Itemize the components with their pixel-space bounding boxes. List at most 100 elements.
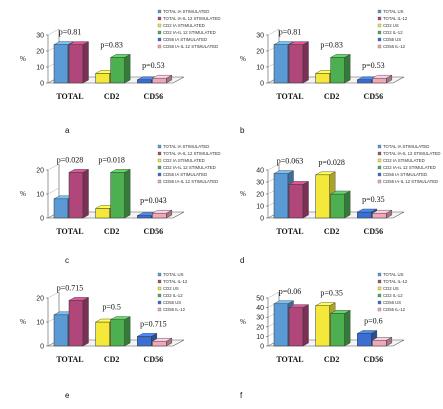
y-tick-label: 20	[36, 168, 44, 175]
y-axis-label: %	[20, 55, 26, 63]
category-label: CD56	[144, 92, 164, 101]
bar-top	[53, 41, 74, 45]
bar-front	[68, 44, 84, 84]
y-tick-label: 10	[36, 320, 44, 327]
legend-entry: CD2 IA STIMULATED	[383, 158, 425, 163]
legend-swatch	[377, 172, 382, 177]
legend-entry: CD56 IA STIMULATED	[383, 172, 427, 177]
bar-front	[53, 314, 69, 347]
legend-swatch	[157, 279, 162, 284]
p-value-label: p=0.35	[362, 195, 385, 204]
y-tick-label: 30	[256, 315, 264, 322]
legend-entry: TOTAL US	[383, 9, 404, 14]
chart-panel-d: 0 10 20 30 40% TOTAL p=0.063 CD2 p=0.028 CD56 p=0.…	[240, 144, 440, 265]
y-tick-label: 20	[36, 296, 44, 303]
legend-entry: CD56 US	[383, 300, 401, 305]
category-label: CD56	[364, 355, 384, 364]
legend-swatch	[157, 272, 162, 277]
bar-side	[124, 316, 131, 347]
legend-swatch	[157, 151, 162, 156]
bar-front	[152, 77, 167, 84]
legend-swatch	[377, 30, 382, 35]
legend-swatch	[377, 23, 382, 28]
bar-side	[82, 41, 89, 84]
legend-swatch	[157, 144, 162, 149]
legend-entry: TOTAL IA-IL 12 STIMULATED	[383, 151, 440, 156]
grid-line	[267, 291, 280, 299]
y-tick-label: 0	[260, 344, 264, 351]
y-tick-label: 10	[256, 204, 264, 211]
bar-front	[273, 303, 289, 347]
bar-front	[95, 321, 110, 347]
legend-entry: CD56 IL-12	[383, 44, 406, 49]
legend-entry: CD56 IA STIMULATED	[163, 37, 207, 42]
bar-front	[137, 215, 152, 219]
bar-front	[68, 300, 84, 347]
bar-side	[302, 304, 309, 347]
category-label: CD2	[324, 92, 340, 101]
legend-swatch	[157, 165, 162, 170]
legend-entry: CD2 IL-12	[383, 30, 403, 35]
legend-entry: CD56 US	[163, 300, 181, 305]
legend-entry: TOTAL IL-12	[383, 279, 408, 284]
bar-top	[152, 74, 172, 79]
y-tick-label: 0	[40, 216, 44, 223]
y-tick-label: 0	[260, 81, 264, 88]
category-label: TOTAL	[276, 92, 303, 101]
bar-top	[68, 297, 89, 301]
bar-front	[95, 73, 110, 84]
legend-entry: CD56 IL-12	[163, 307, 186, 312]
category-label: TOTAL	[56, 355, 83, 364]
legend-entry: CD56 IA-IL 12 STIMULATED	[163, 44, 218, 49]
bar-front	[152, 340, 167, 347]
bar-top	[330, 190, 351, 195]
bar-side	[82, 297, 89, 347]
bar-front	[372, 339, 387, 347]
bar-top	[288, 304, 309, 308]
y-tick-label: 20	[36, 49, 44, 56]
legend-swatch	[157, 9, 162, 14]
y-axis-label: %	[20, 190, 26, 198]
legend-swatch	[377, 151, 382, 156]
panel-label: b	[240, 126, 245, 135]
legend-swatch	[377, 300, 382, 305]
bar-top	[315, 171, 336, 176]
grid-line	[267, 28, 280, 36]
bar-top	[372, 74, 392, 79]
panel-label: f	[240, 391, 243, 400]
chart-panel-e: 0 10 20% TOTAL p=0.715 CD2 p=0.5 CD56 p=0.715 TOT…	[20, 272, 188, 400]
legend-entry: CD2 US	[383, 286, 399, 291]
bar-top	[288, 181, 309, 185]
p-value-label: p=0.715	[57, 283, 84, 292]
bar-front	[288, 184, 304, 219]
y-tick-label: 20	[256, 324, 264, 331]
category-label: CD56	[144, 227, 164, 236]
legend-entry: CD56 IA STIMULATED	[163, 172, 207, 177]
p-value-label: p=0.81	[59, 28, 82, 37]
bar-front	[315, 174, 330, 219]
legend-entry: TOTAL IA STIMULATED	[163, 144, 209, 149]
chart-panel-c: 0 10 20% TOTAL p=0.028 CD2 p=0.018 CD56 p=0.043 T…	[20, 144, 220, 265]
panel-label: a	[65, 126, 70, 135]
p-value-label: p=0.83	[320, 40, 343, 49]
bar-top	[137, 333, 157, 337]
bar-side	[302, 41, 309, 84]
legend-entry: CD56 IA-IL 12 STIMULATED	[163, 179, 218, 184]
y-tick-label: 30	[256, 180, 264, 187]
legend-swatch	[157, 23, 162, 28]
bar-front	[357, 333, 372, 347]
legend-swatch	[157, 307, 162, 312]
bar-front	[68, 172, 84, 219]
legend-swatch	[377, 286, 382, 291]
legend-entry: CD2 US	[383, 23, 399, 28]
bar-top	[110, 316, 131, 320]
bar-side	[344, 54, 351, 84]
y-tick-label: 0	[260, 216, 264, 223]
legend-swatch	[377, 144, 382, 149]
bar-top	[273, 170, 294, 174]
legend-swatch	[157, 286, 162, 291]
legend-swatch	[377, 307, 382, 312]
bar-top	[372, 337, 392, 341]
legend-entry: TOTAL IA-IL 12 STIMULATED	[163, 151, 220, 156]
legend-entry: TOTAL IL-12	[163, 279, 188, 284]
